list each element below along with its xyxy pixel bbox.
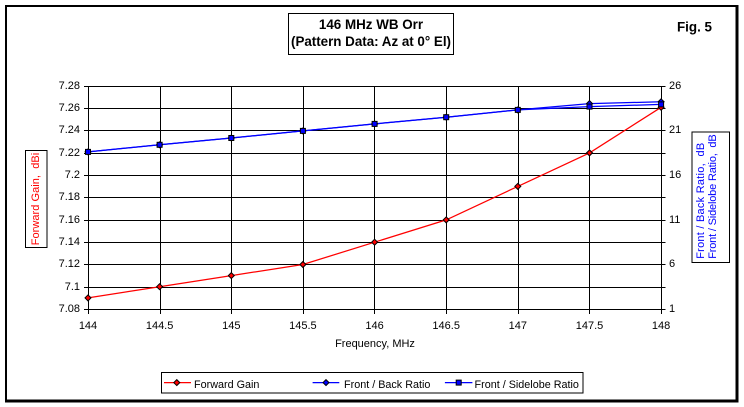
svg-text:144: 144: [79, 320, 97, 332]
svg-text:146 MHz WB Orr: 146 MHz WB Orr: [319, 17, 424, 32]
svg-text:Front / Back Ratio: Front / Back Ratio: [344, 379, 430, 391]
svg-text:Front / Sidelobe Ratio: Front / Sidelobe Ratio: [475, 379, 579, 391]
svg-text:(Pattern Data: Az at 0° El): (Pattern Data: Az at 0° El): [291, 34, 451, 49]
svg-text:Front / Sidelobe Ratio, dB: Front / Sidelobe Ratio, dB: [707, 134, 719, 259]
svg-text:16: 16: [669, 169, 681, 181]
svg-text:Forward Gain, dBi: Forward Gain, dBi: [30, 153, 42, 246]
svg-text:145.5: 145.5: [289, 320, 317, 332]
svg-text:148: 148: [652, 320, 670, 332]
svg-text:6: 6: [669, 258, 675, 270]
svg-text:7.28: 7.28: [59, 80, 80, 92]
svg-text:7.26: 7.26: [59, 102, 80, 114]
svg-text:21: 21: [669, 124, 681, 136]
svg-text:145: 145: [222, 320, 240, 332]
svg-text:7.08: 7.08: [59, 303, 80, 315]
svg-text:7.18: 7.18: [59, 191, 80, 203]
svg-text:147.5: 147.5: [576, 320, 604, 332]
svg-text:7.22: 7.22: [59, 147, 80, 159]
svg-text:1: 1: [669, 303, 675, 315]
svg-text:Frequency, MHz: Frequency, MHz: [335, 338, 415, 350]
svg-text:Front / Back Ratio, dB: Front / Back Ratio, dB: [695, 143, 707, 259]
svg-text:7.24: 7.24: [59, 124, 80, 136]
svg-text:7.2: 7.2: [65, 169, 80, 181]
svg-text:11: 11: [669, 214, 680, 226]
svg-text:7.1: 7.1: [65, 281, 80, 293]
svg-text:146: 146: [365, 320, 383, 332]
svg-text:7.12: 7.12: [59, 258, 80, 270]
svg-text:Forward Gain: Forward Gain: [194, 379, 259, 391]
svg-text:146.5: 146.5: [432, 320, 460, 332]
svg-text:147: 147: [509, 320, 527, 332]
svg-text:Fig. 5: Fig. 5: [677, 19, 713, 34]
svg-text:144.5: 144.5: [146, 320, 174, 332]
svg-text:7.16: 7.16: [59, 214, 80, 226]
svg-text:7.14: 7.14: [59, 236, 80, 248]
svg-text:26: 26: [669, 80, 681, 92]
